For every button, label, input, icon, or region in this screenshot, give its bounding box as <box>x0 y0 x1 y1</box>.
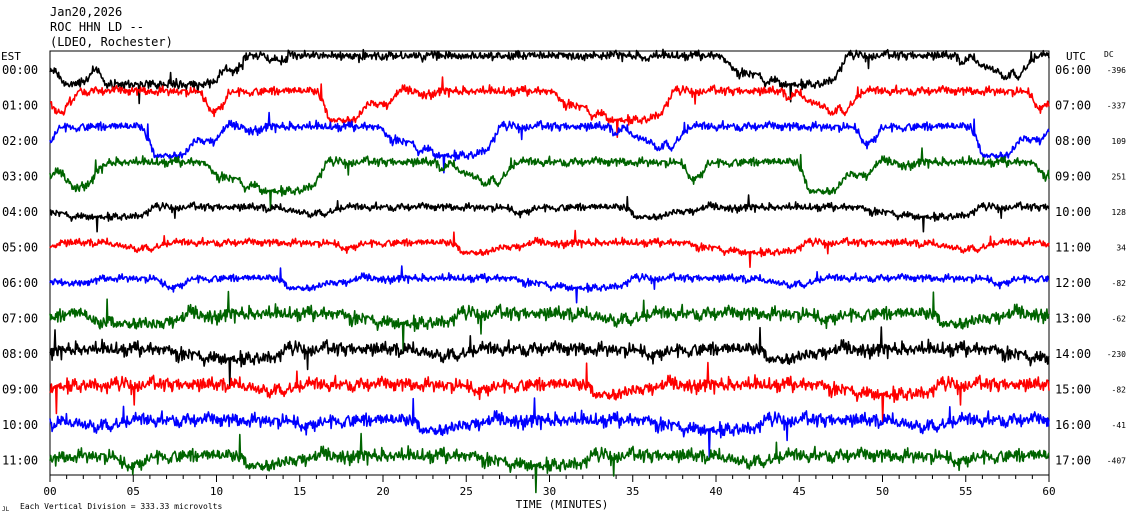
x-tick-label: 60 <box>1042 485 1055 498</box>
utc-hour-label: 13:00 <box>1055 312 1091 326</box>
utc-hour-label: 10:00 <box>1055 205 1091 219</box>
scale-note: Each Vertical Division = 333.33 microvol… <box>20 502 222 511</box>
x-tick-label: 15 <box>293 485 306 498</box>
header-date: Jan20,2026 <box>50 5 122 19</box>
est-hour-label: 01:00 <box>2 99 38 113</box>
est-hour-label: 06:00 <box>2 276 38 290</box>
dc-offset-label: -82 <box>1112 386 1127 395</box>
trace-line <box>50 49 1049 103</box>
trace-line <box>50 292 1049 351</box>
utc-hour-label: 17:00 <box>1055 454 1091 468</box>
x-tick-label: 40 <box>709 485 722 498</box>
est-hour-label: 00:00 <box>2 63 38 77</box>
dc-offset-label: 128 <box>1112 208 1127 217</box>
utc-hour-label: 06:00 <box>1055 63 1091 77</box>
dc-offset-label: 34 <box>1116 244 1126 253</box>
trace-line <box>50 266 1049 303</box>
dc-offset-label: -41 <box>1112 421 1127 430</box>
x-tick-label: 10 <box>210 485 223 498</box>
est-hour-label: 07:00 <box>2 312 38 326</box>
utc-hour-labels: 06:00 07:00 08:00 09:00 10:00 11:00 12:00 13:00… <box>1055 63 1091 468</box>
utc-hour-label: 14:00 <box>1055 347 1091 361</box>
dc-offset-label: -230 <box>1107 350 1126 359</box>
trace-line <box>50 148 1049 208</box>
dc-offset-label: -82 <box>1112 279 1127 288</box>
est-hour-label: 08:00 <box>2 347 38 361</box>
left-axis-label: EST <box>1 50 21 63</box>
est-hour-label: 10:00 <box>2 418 38 432</box>
utc-hour-label: 07:00 <box>1055 99 1091 113</box>
header-network: (LDEO, Rochester) <box>50 35 173 49</box>
utc-hour-label: 12:00 <box>1055 276 1091 290</box>
x-axis-label: TIME (MINUTES) <box>516 498 609 511</box>
dc-label: DC <box>1104 50 1114 59</box>
utc-hour-label: 09:00 <box>1055 170 1091 184</box>
utc-hour-label: 16:00 <box>1055 418 1091 432</box>
x-tick-label: 30 <box>543 485 556 498</box>
dc-offset-labels: -396 -337 109 251 128 34 -82 -62 -230 -82 -41 -407 <box>1107 66 1126 466</box>
est-hour-label: 03:00 <box>2 170 38 184</box>
trace-line <box>50 327 1049 386</box>
dc-offset-label: -407 <box>1107 457 1126 466</box>
trace-layer <box>50 49 1049 492</box>
header-station: ROC HHN LD -- <box>50 20 144 34</box>
est-hour-label: 05:00 <box>2 241 38 255</box>
est-hour-label: 02:00 <box>2 134 38 148</box>
x-tick-label: 55 <box>959 485 972 498</box>
x-tick-label: 25 <box>460 485 473 498</box>
x-tick-label: 50 <box>876 485 889 498</box>
dc-offset-label: -337 <box>1107 102 1126 111</box>
utc-hour-label: 15:00 <box>1055 383 1091 397</box>
trace-line <box>50 363 1049 422</box>
est-hour-labels: 00:00 01:00 02:00 03:00 04:00 05:00 06:00 07:00… <box>2 63 38 468</box>
x-tick-label: 05 <box>127 485 140 498</box>
est-hour-label: 09:00 <box>2 383 38 397</box>
x-axis: 00 05 10 15 20 25 30 35 40 45 50 55 60 <box>43 475 1055 498</box>
trace-line <box>50 231 1049 268</box>
x-tick-label: 35 <box>626 485 639 498</box>
trace-line <box>50 398 1049 457</box>
dc-offset-label: 109 <box>1112 137 1127 146</box>
est-hour-label: 11:00 <box>2 454 38 468</box>
trace-line <box>50 195 1049 232</box>
plot-frame <box>50 51 1049 475</box>
dc-offset-label: -396 <box>1107 66 1126 75</box>
corner-mark: JL <box>2 506 10 513</box>
x-tick-label: 20 <box>376 485 389 498</box>
utc-hour-label: 11:00 <box>1055 241 1091 255</box>
x-tick-label: 45 <box>793 485 806 498</box>
est-hour-label: 04:00 <box>2 205 38 219</box>
utc-hour-label: 08:00 <box>1055 134 1091 148</box>
x-tick-label: 00 <box>43 485 56 498</box>
dc-offset-label: 251 <box>1112 173 1127 182</box>
dc-offset-label: -62 <box>1112 315 1127 324</box>
right-axis-label: UTC <box>1066 50 1086 63</box>
trace-line <box>50 434 1049 493</box>
